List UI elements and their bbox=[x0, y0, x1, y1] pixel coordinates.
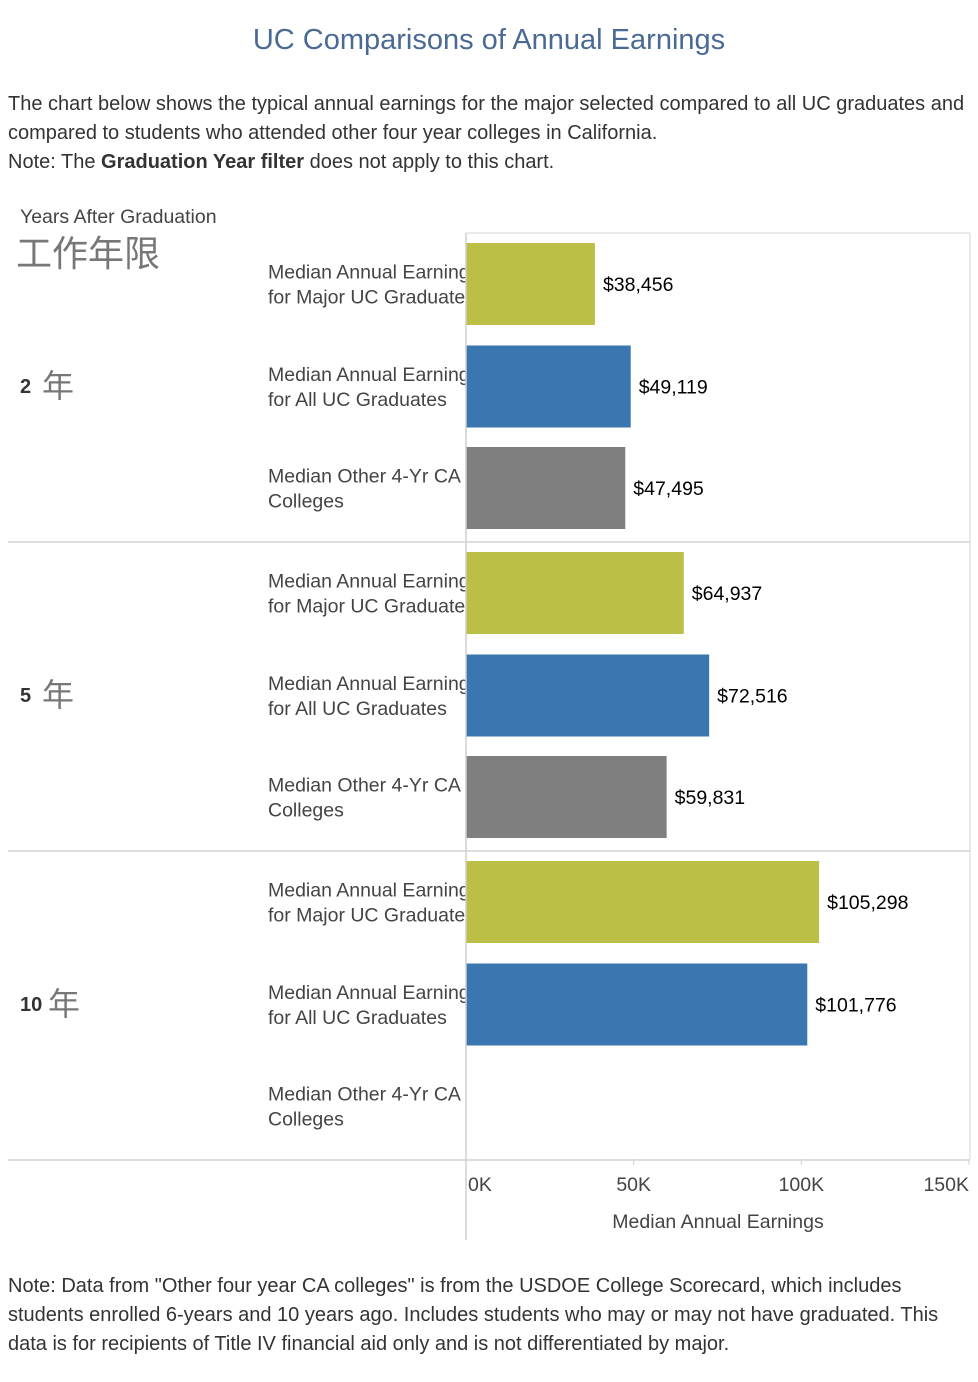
bar-value-label: $47,495 bbox=[633, 478, 704, 500]
page-title: UC Comparisons of Annual Earnings bbox=[252, 24, 726, 56]
row-header-label: Years After Graduation bbox=[20, 206, 217, 228]
bar bbox=[466, 345, 631, 428]
category-label: Median Annual Earnings bbox=[268, 364, 480, 386]
bar bbox=[466, 861, 820, 943]
category-label: for All UC Graduates bbox=[268, 389, 447, 411]
category-label: Median Annual Earnings bbox=[268, 571, 480, 593]
category-label: Median Annual Earnings bbox=[268, 982, 480, 1004]
bar-value-label: $59,831 bbox=[675, 787, 746, 809]
category-label: Colleges bbox=[268, 491, 344, 513]
group-label-years: 2 bbox=[20, 376, 31, 398]
group-label-unit: 年 bbox=[42, 677, 74, 713]
category-label: Median Annual Earnings bbox=[268, 262, 480, 284]
category-label: Median Annual Earnings bbox=[268, 880, 480, 902]
group-label-years: 5 bbox=[20, 685, 31, 707]
category-label: for All UC Graduates bbox=[268, 1007, 447, 1029]
bar bbox=[466, 963, 808, 1046]
bar bbox=[466, 447, 626, 529]
category-label: Colleges bbox=[268, 800, 344, 822]
intro-note-prefix: Note: The bbox=[8, 151, 102, 173]
group-label-unit: 年 bbox=[48, 986, 80, 1022]
row-header-secondary: 工作年限 bbox=[16, 233, 160, 274]
x-tick-label: 150K bbox=[923, 1174, 969, 1196]
bar bbox=[466, 552, 684, 634]
bar-value-label: $38,456 bbox=[603, 274, 674, 296]
x-tick-label: 100K bbox=[779, 1174, 825, 1196]
x-tick-label: 0K bbox=[468, 1174, 492, 1196]
intro-description: The chart below shows the typical annual… bbox=[8, 93, 965, 144]
intro-text: The chart below shows the typical annual… bbox=[8, 90, 968, 177]
category-label: for All UC Graduates bbox=[268, 698, 447, 720]
bar bbox=[466, 243, 595, 325]
intro-note-bold: Graduation Year filter bbox=[101, 151, 305, 173]
bar bbox=[466, 756, 667, 838]
bar-value-label: $101,776 bbox=[815, 995, 896, 1017]
category-label: Colleges bbox=[268, 1109, 344, 1131]
category-label: Median Other 4-Yr CA bbox=[268, 466, 461, 488]
bar-value-label: $64,937 bbox=[692, 583, 763, 605]
x-tick-label: 50K bbox=[616, 1174, 651, 1196]
intro-note: Note: The Graduation Year filter does no… bbox=[8, 148, 968, 177]
category-label: for Major UC Graduates bbox=[268, 287, 475, 309]
x-axis-title: Median Annual Earnings bbox=[612, 1211, 824, 1233]
group-label-years: 10 bbox=[20, 994, 42, 1016]
bar-value-label: $49,119 bbox=[639, 377, 708, 399]
bar-value-label: $72,516 bbox=[717, 686, 788, 708]
bar-value-label: $105,298 bbox=[827, 892, 908, 914]
category-label: for Major UC Graduates bbox=[268, 596, 475, 618]
intro-note-suffix: does not apply to this chart. bbox=[304, 151, 555, 173]
category-label: Median Other 4-Yr CA bbox=[268, 1084, 461, 1106]
bar bbox=[466, 654, 710, 737]
footnote: Note: Data from "Other four year CA coll… bbox=[8, 1275, 939, 1355]
category-label: Median Annual Earnings bbox=[268, 673, 480, 695]
category-label: for Major UC Graduates bbox=[268, 905, 475, 927]
group-label-unit: 年 bbox=[42, 368, 74, 404]
category-label: Median Other 4-Yr CA bbox=[268, 775, 461, 797]
